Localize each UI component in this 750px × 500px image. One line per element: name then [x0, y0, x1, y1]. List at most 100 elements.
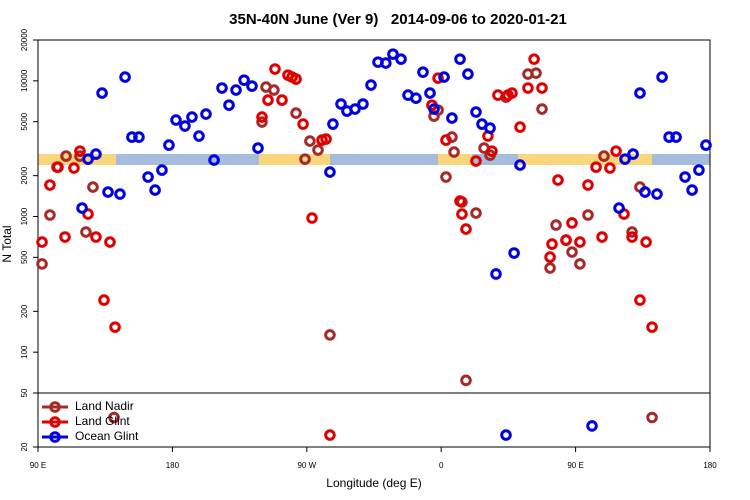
point	[574, 258, 586, 270]
point	[349, 103, 361, 115]
point	[387, 48, 399, 60]
point	[663, 131, 675, 143]
point	[460, 374, 472, 387]
point	[514, 121, 526, 133]
point	[550, 219, 562, 231]
point	[262, 94, 274, 106]
point	[586, 420, 598, 432]
point	[700, 139, 712, 151]
point	[119, 71, 131, 83]
point	[306, 212, 318, 224]
band-land	[438, 154, 472, 165]
point	[304, 135, 316, 147]
point	[440, 171, 452, 183]
point	[395, 53, 407, 65]
point	[269, 63, 281, 75]
point	[574, 236, 586, 248]
point	[170, 114, 182, 126]
point	[544, 251, 556, 263]
point	[460, 223, 472, 235]
point	[246, 80, 258, 92]
point	[276, 94, 288, 106]
point	[679, 171, 691, 183]
point	[508, 247, 520, 259]
point	[268, 84, 280, 96]
point	[486, 145, 498, 157]
band-land	[259, 154, 330, 165]
point	[36, 236, 48, 248]
point	[324, 329, 336, 341]
point	[193, 130, 205, 142]
point	[424, 87, 436, 99]
point	[208, 154, 220, 166]
chart-title: 35N-40N June (Ver 9) 2014-09-06 to 2020-…	[229, 11, 567, 28]
band-ocean	[652, 154, 710, 165]
point	[163, 139, 175, 151]
point	[552, 174, 564, 186]
point	[90, 231, 102, 243]
point	[357, 98, 369, 110]
legend-label: Land Nadir	[75, 399, 134, 413]
x-tick-label: 180	[166, 461, 180, 470]
point	[104, 236, 116, 248]
legend-marker	[49, 401, 61, 413]
band-land	[518, 154, 652, 165]
point	[432, 72, 444, 84]
point	[536, 103, 548, 115]
point	[324, 166, 336, 178]
series	[76, 48, 712, 441]
point	[456, 208, 468, 220]
point	[256, 116, 268, 128]
legend-marker	[49, 431, 61, 443]
point	[108, 411, 120, 424]
point	[490, 268, 502, 280]
point	[454, 53, 466, 65]
point	[149, 184, 161, 196]
point	[604, 162, 616, 174]
point	[410, 92, 422, 104]
point	[320, 133, 332, 145]
point	[200, 108, 212, 120]
legend-label: Ocean Glint	[75, 429, 139, 443]
point	[646, 321, 658, 333]
point	[82, 208, 94, 220]
point	[560, 234, 572, 246]
point	[417, 66, 429, 78]
point	[634, 87, 646, 99]
point	[109, 321, 121, 333]
y-axis-label: N Total	[0, 225, 14, 262]
point	[522, 82, 534, 94]
point	[438, 71, 450, 83]
point	[590, 161, 602, 173]
point	[470, 207, 482, 219]
x-tick-label: 90 E	[30, 461, 46, 470]
point	[365, 79, 377, 91]
point	[52, 161, 64, 173]
point	[44, 179, 56, 191]
point	[693, 164, 705, 176]
point	[44, 209, 56, 221]
point	[312, 144, 324, 156]
point	[514, 159, 526, 171]
point	[470, 155, 482, 167]
band-ocean	[472, 154, 518, 165]
point	[634, 294, 646, 306]
y-tick-label: 1000	[20, 207, 29, 225]
y-tick-label: 200	[20, 304, 29, 318]
x-tick-label: 180	[703, 461, 717, 470]
point	[670, 131, 682, 143]
y-tick-label: 500	[20, 250, 29, 264]
point	[87, 181, 99, 193]
point	[98, 294, 110, 306]
point	[646, 411, 658, 424]
point	[216, 82, 228, 94]
point	[566, 246, 578, 258]
point	[256, 111, 268, 123]
point	[59, 231, 71, 243]
point	[428, 103, 440, 115]
point	[530, 67, 542, 79]
point	[610, 145, 622, 157]
point	[528, 53, 540, 65]
x-tick-label: 0	[439, 461, 444, 470]
